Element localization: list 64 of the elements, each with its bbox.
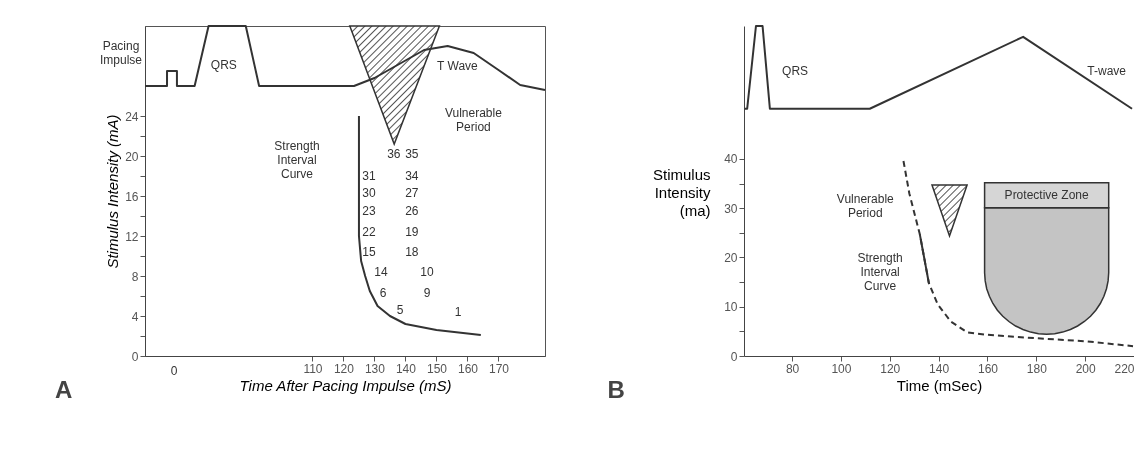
annotation: T-wave bbox=[1087, 63, 1127, 78]
annotation: 35 bbox=[405, 147, 419, 162]
x-axis-title: Time After Pacing Impulse (mS) bbox=[239, 376, 452, 394]
x-tick-label: 200 bbox=[1075, 361, 1096, 376]
annotation: 14 bbox=[374, 264, 388, 279]
annotation: 26 bbox=[405, 204, 419, 219]
x-tick-label: 160 bbox=[977, 361, 999, 376]
x-axis-title: Time (mSec) bbox=[896, 376, 983, 394]
y-tick-label: 8 bbox=[131, 269, 139, 284]
annotation: 36 bbox=[387, 147, 401, 162]
y-tick-label: 0 bbox=[131, 349, 139, 364]
x-tick-label: 140 bbox=[395, 361, 417, 376]
annotation: 19 bbox=[405, 224, 419, 239]
y-tick-label: 20 bbox=[125, 149, 139, 164]
annotation: 23 bbox=[362, 204, 376, 219]
annotation: Strength Interval Curve bbox=[857, 250, 903, 293]
annotation: 15 bbox=[362, 245, 376, 260]
annotation: Protective Zone bbox=[1004, 188, 1089, 203]
annotation: 31 bbox=[362, 169, 376, 184]
text: 0 bbox=[170, 363, 178, 378]
annotation: 10 bbox=[420, 264, 434, 279]
annotation: 22 bbox=[362, 224, 376, 239]
line-series bbox=[144, 25, 546, 91]
x-tick-label: 120 bbox=[333, 361, 355, 376]
x-tick-label: 140 bbox=[929, 361, 950, 376]
annotation: Vulnerable Period bbox=[836, 191, 895, 220]
annotation: 1 bbox=[454, 305, 462, 320]
y-tick-label: 0 bbox=[730, 349, 738, 364]
y-tick-label: 4 bbox=[131, 309, 139, 324]
y-tick-label: 12 bbox=[125, 229, 139, 244]
annotation: 9 bbox=[423, 285, 431, 300]
y-axis-title: Stimulus Intensity (ma) bbox=[652, 166, 711, 219]
annotation: QRS bbox=[210, 57, 237, 72]
x-tick-label: 180 bbox=[1026, 361, 1048, 376]
x-tick-label: 130 bbox=[364, 361, 386, 376]
x-tick-label: 80 bbox=[785, 361, 800, 376]
annotation: T Wave bbox=[437, 58, 479, 73]
y-tick-label: 40 bbox=[724, 152, 738, 167]
line-series bbox=[902, 159, 1134, 348]
y-tick-label: 30 bbox=[724, 201, 738, 216]
y-tick-label: 24 bbox=[125, 109, 139, 124]
x-tick-label: 220 bbox=[1114, 361, 1134, 376]
x-tick-label: 170 bbox=[488, 361, 510, 376]
y-tick-label: 10 bbox=[724, 300, 738, 315]
annotation: 6 bbox=[379, 285, 387, 300]
text: Pacing Impulse bbox=[99, 38, 143, 67]
x-tick-label: 120 bbox=[880, 361, 901, 376]
y-axis-title: Stimulus Intensity (mA) bbox=[104, 114, 122, 269]
annotation: 34 bbox=[405, 169, 419, 184]
text: A bbox=[54, 376, 73, 403]
annotation: 5 bbox=[396, 303, 404, 318]
annotation: 27 bbox=[405, 185, 419, 200]
text: B bbox=[607, 376, 625, 403]
annotation: 18 bbox=[405, 245, 419, 260]
annotation: Strength Interval Curve bbox=[274, 139, 320, 182]
y-tick-label: 20 bbox=[724, 250, 738, 265]
y-tick-label: 16 bbox=[125, 189, 139, 204]
x-tick-label: 160 bbox=[457, 361, 479, 376]
x-tick-label: 100 bbox=[831, 361, 852, 376]
annotation: QRS bbox=[782, 63, 809, 78]
annotation: Vulnerable Period bbox=[444, 106, 503, 135]
annotation: 30 bbox=[362, 185, 376, 200]
x-tick-label: 150 bbox=[426, 361, 448, 376]
x-tick-label: 110 bbox=[303, 361, 323, 376]
